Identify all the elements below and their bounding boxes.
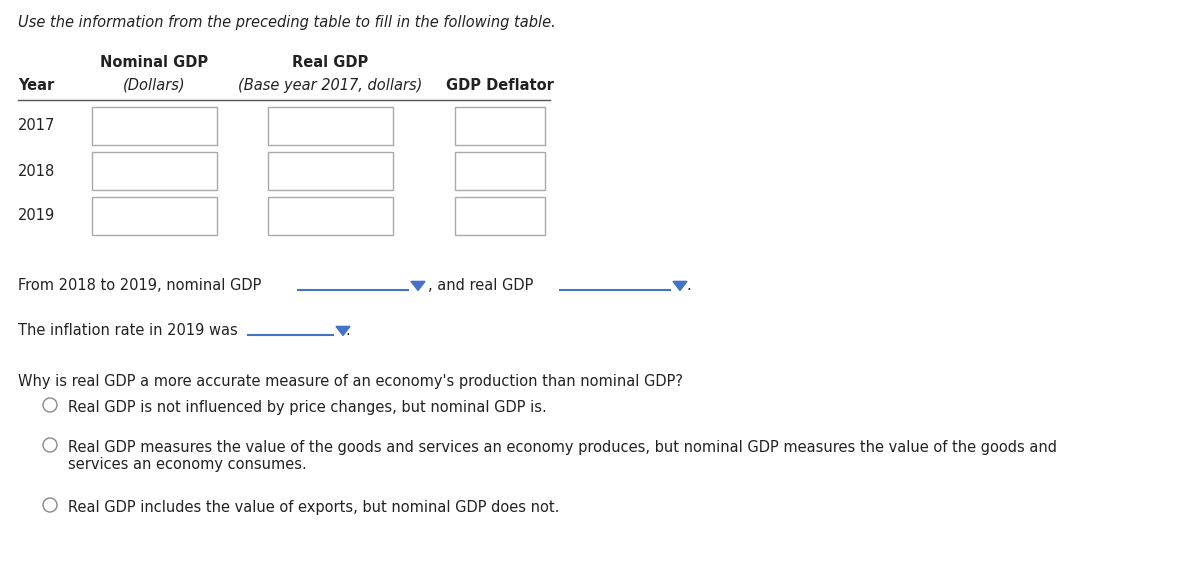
Text: Use the information from the preceding table to fill in the following table.: Use the information from the preceding t… xyxy=(18,15,556,30)
Polygon shape xyxy=(336,327,350,335)
Text: 2017: 2017 xyxy=(18,119,55,134)
Text: Real GDP includes the value of exports, but nominal GDP does not.: Real GDP includes the value of exports, … xyxy=(68,500,559,515)
Text: Real GDP measures the value of the goods and services an economy produces, but n: Real GDP measures the value of the goods… xyxy=(68,440,1057,472)
Bar xyxy=(92,107,217,145)
Text: (Base year 2017, dollars): (Base year 2017, dollars) xyxy=(238,78,422,93)
Text: (Dollars): (Dollars) xyxy=(122,78,185,93)
Text: 2018: 2018 xyxy=(18,163,55,178)
Bar xyxy=(268,197,394,235)
Text: The inflation rate in 2019 was: The inflation rate in 2019 was xyxy=(18,323,238,338)
Text: Real GDP is not influenced by price changes, but nominal GDP is.: Real GDP is not influenced by price chan… xyxy=(68,400,547,415)
Bar xyxy=(455,152,545,190)
Text: Year: Year xyxy=(18,78,54,93)
Bar xyxy=(268,152,394,190)
Text: .: . xyxy=(346,323,349,338)
Bar xyxy=(455,197,545,235)
Text: Why is real GDP a more accurate measure of an economy's production than nominal : Why is real GDP a more accurate measure … xyxy=(18,374,683,389)
Text: Real GDP: Real GDP xyxy=(292,55,368,70)
Text: .: . xyxy=(686,278,691,293)
Bar xyxy=(92,197,217,235)
Bar xyxy=(455,107,545,145)
Text: , and real GDP: , and real GDP xyxy=(428,278,533,293)
Polygon shape xyxy=(673,281,686,290)
Bar xyxy=(92,152,217,190)
Bar xyxy=(268,107,394,145)
Text: GDP Deflator: GDP Deflator xyxy=(446,78,554,93)
Polygon shape xyxy=(410,281,425,290)
Text: 2019: 2019 xyxy=(18,209,55,224)
Text: From 2018 to 2019, nominal GDP: From 2018 to 2019, nominal GDP xyxy=(18,278,262,293)
Text: Nominal GDP: Nominal GDP xyxy=(100,55,208,70)
